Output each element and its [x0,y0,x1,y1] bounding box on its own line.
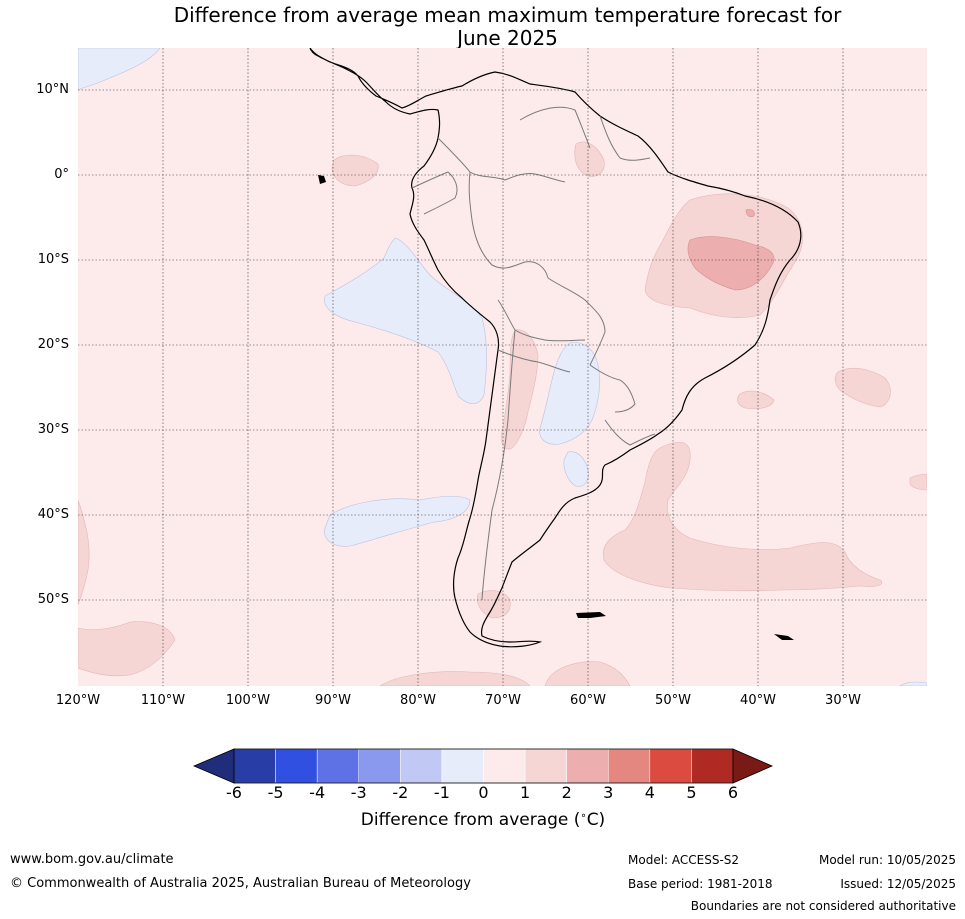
footer-website: www.bom.gov.au/climate [10,852,174,867]
warm-region-south-band [379,671,531,686]
colorbar-bin [524,748,567,784]
warm-region-guiana [574,141,605,177]
warm-region-atlantic-mid [834,367,891,408]
warm-region-pacific-southwest [78,621,176,677]
colorbar-degree: ∘ [580,810,587,822]
colorbar-bin [400,748,443,784]
colorbar-tick-label: 3 [603,783,614,802]
colorbar-bin [691,748,734,784]
lon-label-30w: 30°W [825,693,861,708]
colorbar-tick-label: -3 [350,783,367,802]
footer-copyright: © Commonwealth of Australia 2025, Austra… [10,876,471,891]
warm-spot-northeast [745,209,755,218]
cool-spot-southeast [899,681,927,686]
lat-label-50s: 50°S [37,592,69,607]
colorbar [192,748,774,784]
colorbar-tick-label: 0 [478,783,489,802]
colorbar-bin [358,748,401,784]
colorbar-tick-label: 1 [519,783,531,802]
cool-region-pacific-central [324,237,487,405]
lon-label-110w: 110°W [140,693,186,708]
lon-label-50w: 50°W [655,693,691,708]
cool-region-pacific-south [324,495,471,547]
colorbar-unit: C) [586,810,606,830]
warm-region-pacific-west [78,499,90,606]
colorbar-tick-label: -6 [226,783,242,802]
lat-label-30s: 30°S [37,422,69,437]
colorbar-tick-label: 5 [686,783,697,802]
colorbar-tick-label: 4 [644,783,655,802]
lat-label-20s: 20°S [37,337,69,352]
cool-region-pacific-north [78,48,161,91]
lat-label-10n: 10°N [36,82,69,97]
cool-region-paraguay [539,341,600,445]
warm-region-south-band-2 [544,661,631,686]
lon-label-60w: 60°W [570,693,606,708]
colorbar-bin [649,748,692,784]
lat-label-0: 0° [54,167,69,182]
colorbar-bin [483,748,526,784]
title-line-2: June 2025 [457,26,558,50]
colorbar-bin [316,748,359,784]
lon-label-40w: 40°W [740,693,776,708]
warm-region-atlantic-small [737,390,775,410]
colorbar-tick-label: -4 [309,783,326,802]
footer-issued: Issued: 12/05/2025 [840,877,956,891]
warm-region-equator-pacific [331,154,379,187]
colorbar-title-text: Difference from average ( [360,810,581,830]
map-title: Difference from average mean maximum tem… [0,4,965,50]
warm-region-andes [501,329,539,450]
lat-label-10s: 10°S [37,252,69,267]
colorbar-tick-label: -1 [433,783,450,802]
colorbar-bin [441,748,484,784]
warm-region-northeast-brazil [687,236,775,291]
colorbar-bin [608,748,651,784]
colorbar-under-arrow [192,748,235,784]
colorbar-bin [233,748,276,784]
footer-disclaimer: Boundaries are not considered authoritat… [690,899,956,913]
colorbar-tick-label: 6 [727,783,739,802]
footer-model-run: Model run: 10/05/2025 [818,853,956,867]
warm-region-east-edge [909,473,927,491]
lon-label-120w: 120°W [55,693,101,708]
colorbar-bin [275,748,318,784]
graticule [78,48,927,686]
lon-label-70w: 70°W [485,693,521,708]
colorbar-bin [566,748,609,784]
lon-label-80w: 80°W [400,693,436,708]
islands [318,175,794,640]
colorbar-tick-label: -5 [267,783,284,802]
title-line-1: Difference from average mean maximum tem… [173,3,842,27]
lon-label-100w: 100°W [225,693,271,708]
footer-base-period: Base period: 1981-2018 [628,877,773,891]
footer-model: Model: ACCESS-S2 [628,853,740,867]
colorbar-title: Difference from average (∘C) [0,810,965,830]
anomaly-background [78,48,927,686]
lat-label-40s: 40°S [37,507,69,522]
country-borders [411,106,656,601]
coastline-south-america [309,48,802,648]
lon-label-90w: 90°W [315,693,351,708]
colorbar-tick-label: 2 [561,783,572,802]
colorbar-tick-label: -2 [392,783,409,802]
colorbar-over-arrow [732,748,774,784]
cool-region-argentina [563,451,589,487]
